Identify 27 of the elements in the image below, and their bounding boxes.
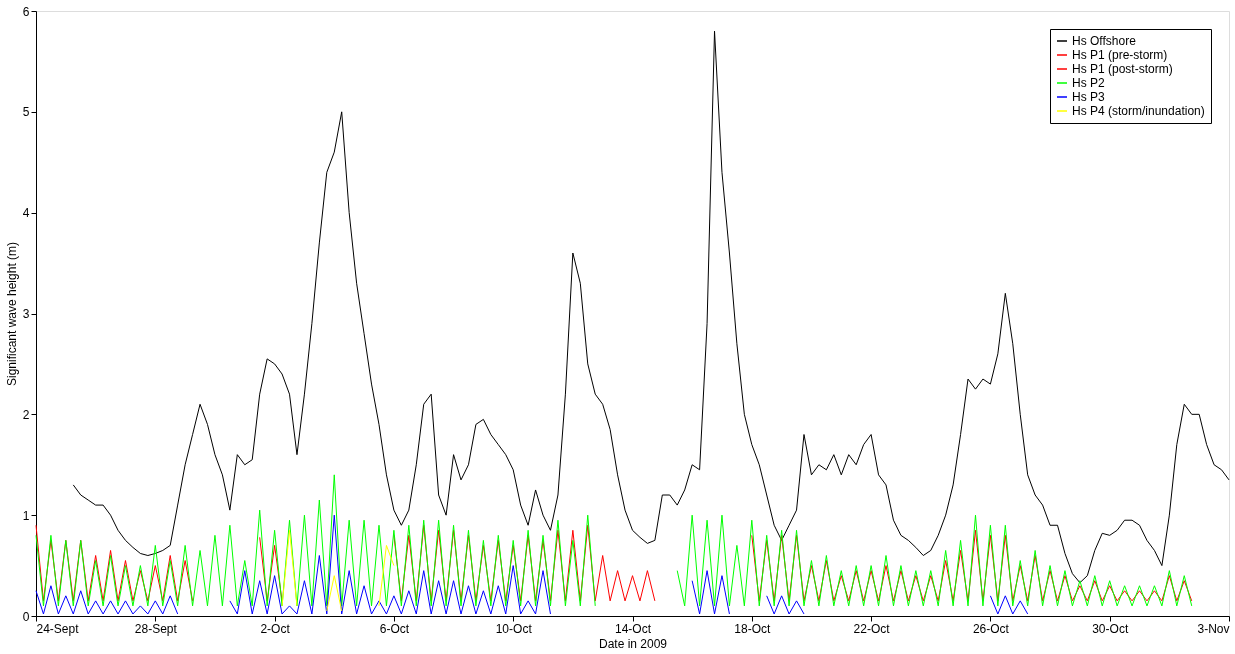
line-series	[72, 30, 1230, 584]
x-tick-label: 28-Sept	[134, 621, 178, 636]
x-tick-label: 22-Oct	[853, 621, 891, 636]
x-tick-label: 3-Nov	[1197, 621, 1230, 636]
x-tick-label: 2-Oct	[260, 621, 291, 636]
x-tick-label: 24-Sept	[36, 621, 80, 636]
y-tick-label: 3	[22, 307, 30, 321]
legend-label: Hs P2	[1072, 76, 1105, 90]
x-tick-label: 18-Oct	[734, 621, 771, 636]
y-tick-label: 0	[22, 609, 30, 624]
legend-label: Hs P1 (pre-storm)	[1072, 48, 1168, 62]
y-tick-label: 5	[22, 105, 30, 120]
x-tick-label: 26-Oct	[972, 621, 1010, 636]
y-tick-label: 2	[22, 407, 30, 422]
legend-label: Hs P1 (post-storm)	[1072, 62, 1173, 76]
legend-label: Hs P3	[1072, 90, 1105, 104]
x-tick-label: 14-Oct	[614, 621, 652, 636]
x-tick-label: 6-Oct	[379, 621, 410, 636]
x-tick-label: 30-Oct	[1092, 621, 1129, 636]
y-tick-label: 1	[22, 508, 30, 523]
legend-label: Hs Offshore	[1072, 34, 1137, 48]
y-axis-title: Significant wave height (m)	[4, 241, 19, 387]
x-tick-label: 10-Oct	[495, 621, 533, 636]
y-tick-label: 4	[22, 206, 30, 221]
legend-label: Hs P4 (storm/inundation)	[1072, 104, 1205, 118]
x-axis-title: Date in 2009	[598, 636, 668, 651]
y-tick-label: 6	[22, 4, 30, 19]
